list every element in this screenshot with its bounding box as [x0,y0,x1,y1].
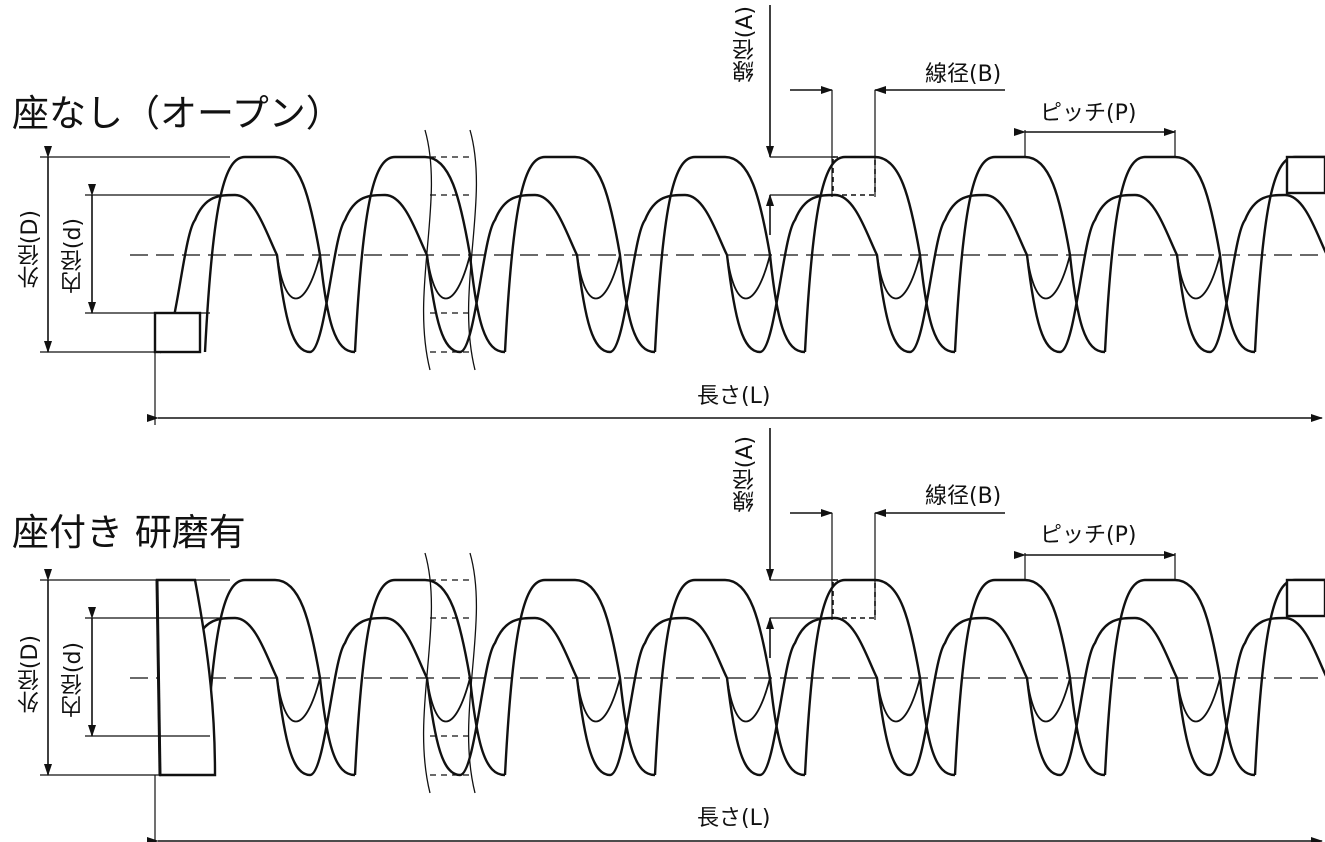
coil-turn [353,578,506,777]
open-end-spring-figure [40,5,1325,425]
coil-inner-edge [276,677,321,723]
coil-turn [1209,616,1325,777]
coil-turn [353,155,506,354]
coil-turn [803,155,956,354]
coil-turn [653,578,806,777]
coil-turn [503,155,656,354]
coil-turn [953,155,1106,354]
inner-diameter-label: 内径(d) [61,642,86,718]
wire-section-dashed [832,579,876,619]
wire-diameter-b-label: 線径(B) [925,62,1002,87]
coil-inner-edge [276,254,321,300]
pitch-label: ピッチ(P) [1040,523,1137,548]
coil-inner-edge [726,254,771,300]
wire-diameter-a-label: 線径(A) [733,436,758,513]
coil-turn [1103,155,1256,354]
wire-diameter-a-label: 線径(A) [733,6,758,83]
coil-turn [203,155,356,354]
pitch-label: ピッチ(P) [1040,101,1137,126]
coil-turn [1253,578,1325,776]
outer-diameter-label: 外径(D) [18,210,43,289]
coil-turn [909,616,1061,777]
coil-turn [1059,616,1211,777]
coil-turn [1059,193,1211,354]
coil-turn [609,193,761,354]
figure-title: 座付き 研磨有 [12,511,246,554]
figure-title: 座なし（オープン） [12,92,343,135]
coil-turn [459,616,611,777]
coil-inner-edge [426,677,471,723]
coil-turn [803,578,956,777]
coil-turn [309,193,461,354]
wire-section-dashed [832,156,876,196]
coil-turn [203,578,356,777]
coil-inner-edge [1026,677,1071,723]
coil-inner-edge [1176,677,1221,723]
coil-turn [503,578,656,777]
ground-end-coil [155,578,217,777]
coil-turn [653,155,806,354]
outer-diameter-label: 外径(D) [18,635,43,714]
coil-turn [909,193,1061,354]
coil-turn [953,578,1106,777]
coil-inner-edge [1176,254,1221,300]
coil-inner-edge [876,677,921,723]
coil-inner-edge [576,677,621,723]
ground-end-face [155,579,162,776]
coil-turn [159,193,311,354]
open-end-cut [153,311,202,354]
coil-turn [1209,193,1325,354]
right-end-cut [1285,155,1325,195]
coil-inner-edge [426,254,471,300]
coil-turn [1103,578,1256,777]
coil-inner-edge [576,254,621,300]
inner-diameter-label: 内径(d) [61,218,86,294]
coil-turn [309,616,461,777]
length-label: 長さ(L) [697,384,771,409]
coil-turn [609,616,761,777]
coil-inner-edge [1026,254,1071,300]
break-line [467,129,478,371]
coil-turn [459,193,611,354]
right-end-cut [1285,578,1325,618]
coil-inner-edge [876,254,921,300]
wire-diameter-b-label: 線径(B) [925,484,1002,509]
length-label: 長さ(L) [697,806,771,831]
coil-inner-edge [726,677,771,723]
ground-end-spring-figure [40,428,1325,842]
break-line [467,552,478,794]
coil-turn [1253,155,1325,353]
